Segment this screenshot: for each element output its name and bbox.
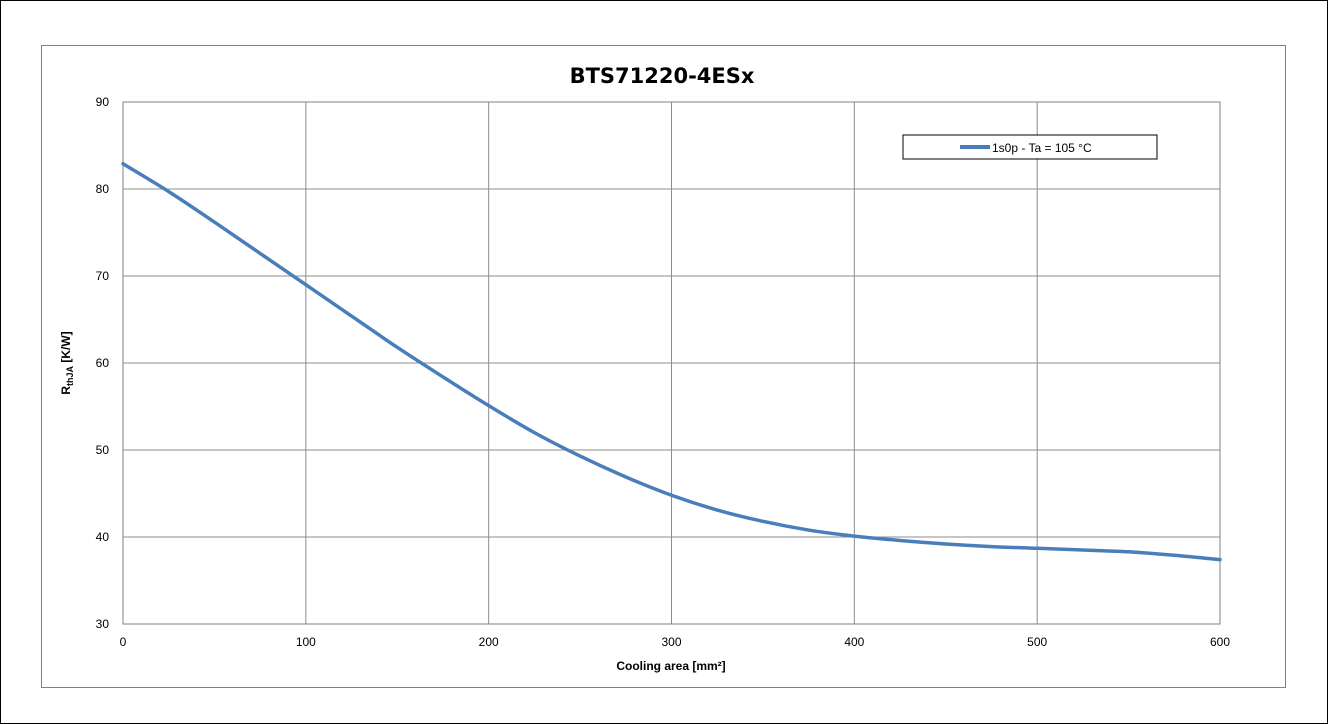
x-axis-label: Cooling area [mm²] [616, 659, 725, 673]
x-tick-label: 100 [296, 635, 316, 649]
x-tick-label: 600 [1210, 635, 1230, 649]
x-tick-label: 200 [479, 635, 499, 649]
y-axis-label: RthJA [K/W] [59, 331, 75, 394]
x-tick-label: 500 [1027, 635, 1047, 649]
legend: 1s0p - Ta = 105 °C [902, 134, 1158, 160]
y-tick-label: 70 [96, 269, 110, 283]
x-axis-ticks: 0 100 200 300 400 500 600 [120, 635, 1231, 649]
y-tick-label: 30 [96, 617, 110, 631]
y-axis-ticks: 30 40 50 60 70 80 90 [96, 95, 110, 631]
legend-label: 1s0p - Ta = 105 °C [992, 141, 1092, 155]
y-axis-label-unit: [K/W] [59, 331, 73, 366]
x-tick-label: 300 [661, 635, 681, 649]
chart-area [41, 45, 1286, 688]
series-layer [121, 162, 1222, 562]
grid-lines [122, 101, 1221, 625]
plot-border [122, 101, 1221, 625]
chart-title: BTS71220-4ESx [570, 64, 755, 88]
y-tick-label: 40 [96, 530, 110, 544]
legend-box [902, 134, 1158, 160]
y-tick-label: 50 [96, 443, 110, 457]
y-axis-label-subscript: thJA [65, 365, 75, 386]
y-axis-label-main: R [59, 386, 73, 395]
x-tick-label: 400 [844, 635, 864, 649]
x-tick-label: 0 [120, 635, 127, 649]
y-tick-label: 80 [96, 182, 110, 196]
y-tick-label: 60 [96, 356, 110, 370]
y-tick-label: 90 [96, 95, 110, 109]
series-line [121, 162, 1222, 562]
